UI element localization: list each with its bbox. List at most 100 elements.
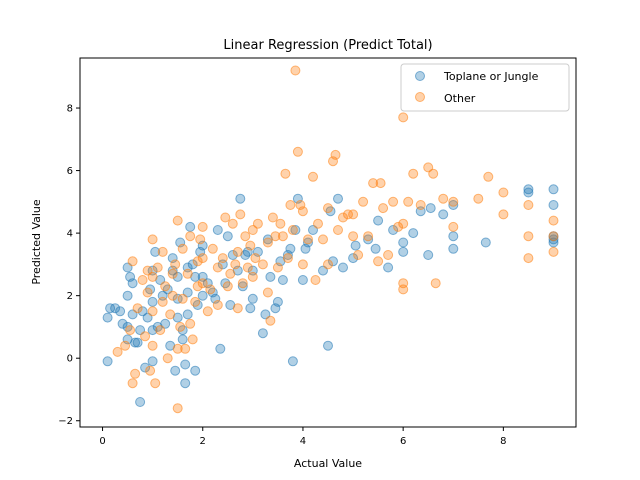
point-other-73 bbox=[272, 262, 283, 273]
point-toplane-or-jungle-83 bbox=[285, 243, 296, 254]
point-other-51 bbox=[220, 212, 231, 223]
point-toplane-or-jungle-113 bbox=[448, 200, 459, 210]
legend: Toplane or Jungle Other bbox=[400, 63, 570, 112]
x-tick-label-2: 2 bbox=[200, 436, 206, 447]
plot-marks bbox=[102, 65, 559, 414]
point-other-93 bbox=[330, 149, 341, 160]
point-other-42 bbox=[197, 278, 208, 289]
point-other-106 bbox=[383, 250, 394, 260]
point-toplane-or-jungle-66 bbox=[235, 193, 246, 204]
point-other-37 bbox=[187, 334, 198, 345]
point-other-76 bbox=[280, 168, 291, 179]
point-other-118 bbox=[430, 278, 441, 289]
point-other-36 bbox=[185, 231, 196, 242]
point-toplane-or-jungle-87 bbox=[297, 275, 308, 285]
chart-title: Linear Regression (Predict Total) bbox=[223, 38, 432, 53]
y-tick-label-8: 8 bbox=[67, 104, 73, 115]
point-other-81 bbox=[292, 146, 303, 157]
point-toplane-or-jungle-110 bbox=[438, 209, 449, 220]
point-other-44 bbox=[197, 221, 208, 232]
point-other-105 bbox=[378, 203, 389, 214]
point-toplane-or-jungle-14 bbox=[132, 337, 143, 348]
point-other-101 bbox=[363, 231, 374, 242]
point-other-121 bbox=[448, 196, 459, 207]
point-other-19 bbox=[157, 296, 168, 307]
point-other-119 bbox=[438, 193, 449, 204]
point-other-131 bbox=[548, 246, 559, 257]
point-other-14 bbox=[147, 271, 158, 282]
point-other-48 bbox=[212, 300, 223, 310]
point-toplane-or-jungle-21 bbox=[147, 356, 158, 367]
point-toplane-or-jungle-8 bbox=[122, 290, 133, 301]
y-tick-label-4: 4 bbox=[67, 229, 73, 240]
point-toplane-or-jungle-103 bbox=[388, 225, 399, 235]
point-other-6 bbox=[132, 303, 143, 314]
point-toplane-or-jungle-114 bbox=[480, 237, 491, 248]
point-toplane-or-jungle-41 bbox=[180, 378, 191, 389]
point-other-111 bbox=[398, 218, 409, 229]
point-other-0 bbox=[112, 346, 123, 357]
point-other-18 bbox=[155, 325, 166, 336]
point-other-49 bbox=[212, 262, 223, 273]
point-other-47 bbox=[207, 243, 218, 254]
point-other-126 bbox=[523, 253, 534, 264]
point-toplane-or-jungle-108 bbox=[423, 250, 434, 260]
point-toplane-or-jungle-106 bbox=[408, 228, 419, 239]
point-other-5 bbox=[130, 368, 141, 379]
point-toplane-or-jungle-4 bbox=[115, 306, 126, 317]
point-other-16 bbox=[150, 378, 161, 389]
point-other-32 bbox=[177, 243, 188, 254]
point-other-86 bbox=[308, 171, 318, 182]
point-toplane-or-jungle-13 bbox=[130, 337, 141, 348]
y-tick-label--2: −2 bbox=[58, 416, 73, 427]
point-other-13 bbox=[147, 306, 158, 317]
point-other-84 bbox=[297, 206, 308, 217]
point-other-7 bbox=[137, 275, 148, 285]
x-axis: 0 2 4 6 8 bbox=[99, 427, 507, 447]
point-toplane-or-jungle-111 bbox=[448, 243, 459, 254]
point-other-77 bbox=[282, 253, 293, 264]
point-other-103 bbox=[373, 256, 384, 267]
point-other-22 bbox=[162, 353, 173, 364]
point-other-67 bbox=[257, 259, 268, 270]
point-other-100 bbox=[358, 196, 369, 207]
point-other-95 bbox=[338, 212, 348, 223]
point-other-85 bbox=[303, 234, 313, 245]
point-toplane-or-jungle-12 bbox=[127, 278, 138, 289]
point-other-65 bbox=[250, 253, 261, 264]
legend-label-toplane-or-jungle: Toplane or Jungle bbox=[443, 70, 539, 83]
point-other-43 bbox=[197, 253, 208, 264]
point-other-27 bbox=[172, 403, 183, 414]
point-other-70 bbox=[265, 315, 276, 326]
point-other-110 bbox=[398, 278, 409, 289]
point-other-87 bbox=[310, 275, 321, 285]
point-other-52 bbox=[222, 281, 233, 292]
point-other-107 bbox=[388, 196, 399, 207]
point-toplane-or-jungle-81 bbox=[277, 275, 288, 285]
point-other-79 bbox=[287, 225, 298, 235]
point-other-58 bbox=[235, 209, 246, 220]
point-other-24 bbox=[167, 290, 178, 301]
point-other-102 bbox=[368, 178, 379, 189]
point-other-94 bbox=[333, 225, 343, 235]
point-toplane-or-jungle-118 bbox=[548, 200, 559, 210]
point-toplane-or-jungle-43 bbox=[182, 309, 193, 320]
point-toplane-or-jungle-54 bbox=[197, 240, 208, 251]
point-toplane-or-jungle-74 bbox=[257, 328, 268, 339]
point-toplane-or-jungle-115 bbox=[523, 184, 534, 195]
point-other-26 bbox=[170, 259, 181, 270]
point-toplane-or-jungle-3 bbox=[110, 303, 121, 314]
point-toplane-or-jungle-105 bbox=[398, 237, 409, 248]
point-other-35 bbox=[185, 318, 196, 329]
point-toplane-or-jungle-57 bbox=[210, 293, 221, 304]
point-other-50 bbox=[217, 253, 228, 264]
point-other-4 bbox=[127, 256, 138, 267]
point-other-45 bbox=[202, 306, 213, 317]
point-toplane-or-jungle-58 bbox=[212, 225, 223, 235]
point-other-68 bbox=[262, 287, 273, 298]
point-other-97 bbox=[348, 231, 359, 242]
point-other-117 bbox=[428, 168, 439, 179]
point-other-40 bbox=[192, 256, 203, 267]
point-toplane-or-jungle-96 bbox=[338, 262, 348, 273]
